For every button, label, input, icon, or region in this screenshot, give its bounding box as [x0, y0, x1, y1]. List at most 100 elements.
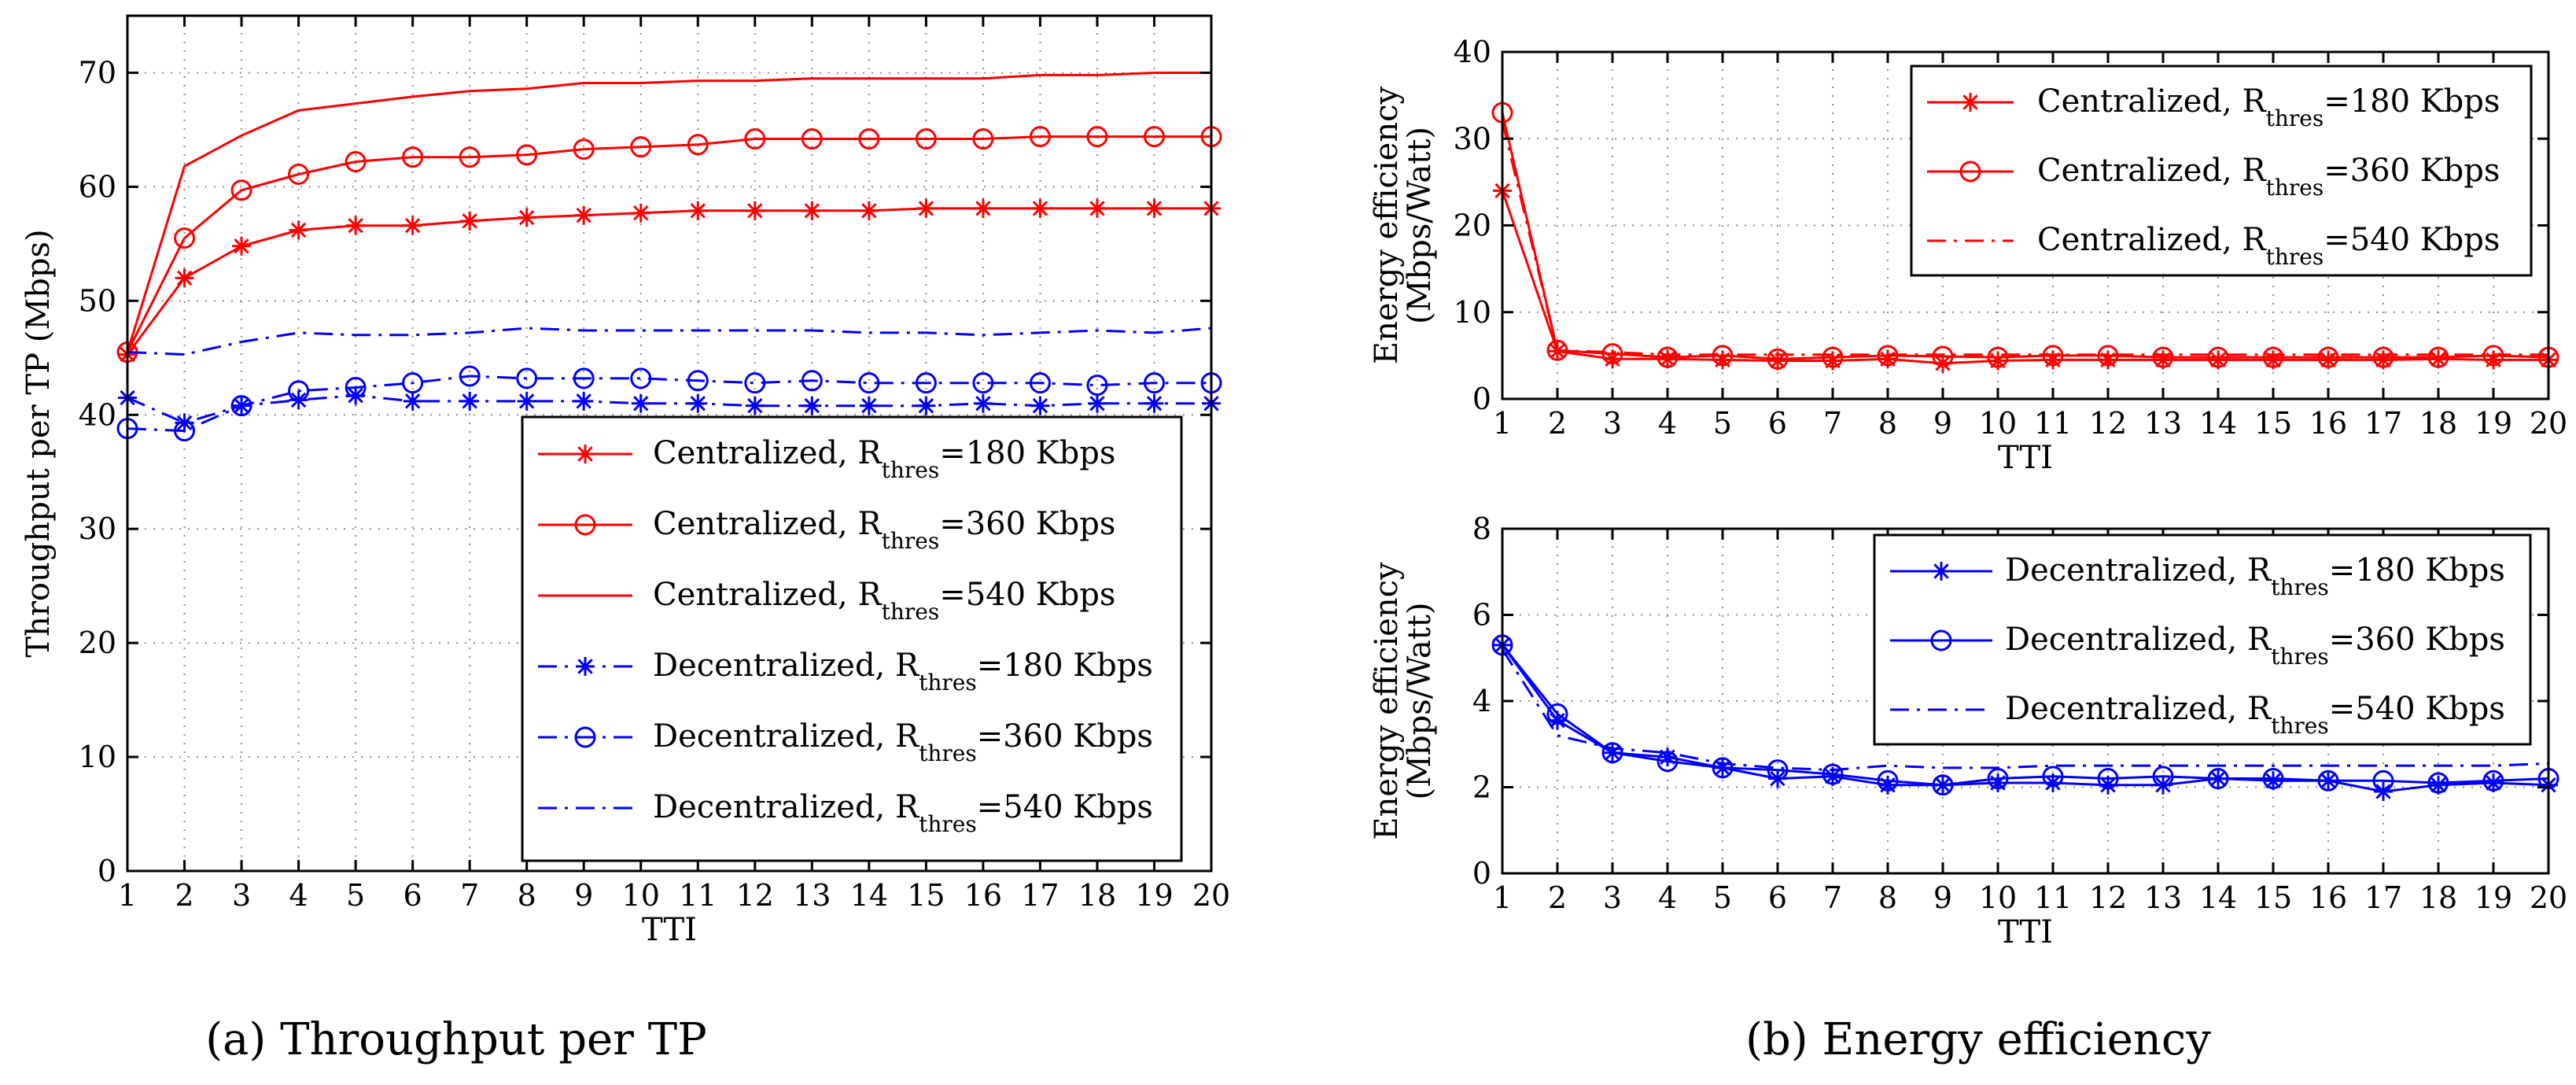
y-tick-label: 0	[1472, 382, 1491, 416]
data-point	[460, 391, 480, 411]
data-point	[517, 208, 536, 227]
throughput-series-5	[127, 327, 1212, 356]
x-tick-label: 14	[2199, 880, 2237, 915]
data-point	[1932, 345, 1954, 367]
x-tick-label: 5	[1713, 880, 1732, 915]
x-tick-label: 3	[1603, 406, 1622, 441]
legend-label: Decentralized, R	[653, 718, 920, 755]
x-tick-label: 4	[1658, 406, 1677, 441]
data-point	[175, 268, 194, 288]
data-point	[460, 211, 480, 231]
data-point	[2207, 346, 2229, 368]
x-tick-label: 18	[2419, 880, 2457, 915]
y-tick-label: 0	[1472, 856, 1491, 891]
data-point	[1878, 775, 1897, 795]
chart-ee-centralized: 1 2 3 4 5 6 7 8 9 10 11 12 13 14 15 16 17 18 19 20010203040…	[1369, 35, 2567, 476]
data-point	[1658, 349, 1677, 369]
data-point	[1144, 393, 1164, 413]
data-point	[2264, 350, 2283, 370]
y-tick-label: 0	[98, 854, 116, 888]
legend-suffix: =180 Kbps	[2329, 552, 2505, 589]
data-point	[1768, 351, 1787, 371]
data-point	[1601, 343, 1623, 365]
data-point	[687, 134, 709, 156]
throughput-series-2	[126, 72, 1211, 353]
legend-entry: Centralized, Rthres=360 Kbps	[2037, 153, 2500, 201]
ee_decentralized-series-2	[1501, 648, 2549, 772]
x-tick-label: 9	[1933, 880, 1952, 915]
series-line	[126, 72, 1211, 353]
data-point	[1030, 396, 1050, 415]
data-point	[1712, 757, 1734, 779]
x-tick-label: 8	[1878, 406, 1897, 441]
legend-subscript: thres	[919, 811, 977, 837]
data-point	[2317, 346, 2339, 368]
data-point	[2374, 781, 2393, 801]
legend-subscript: thres	[919, 740, 977, 766]
x-tick-label: 2	[1548, 406, 1567, 441]
y-tick-label: 40	[79, 397, 116, 432]
legend-subscript: thres	[2266, 244, 2324, 270]
y-tick-label: 30	[1454, 121, 1491, 156]
x-tick-label: 2	[1548, 880, 1567, 915]
x-tick-label: 10	[1979, 406, 2017, 441]
data-point	[289, 220, 308, 240]
data-point	[2262, 768, 2284, 790]
ee_decentralized-x-axis-label: TTI	[1998, 914, 2053, 950]
data-point	[459, 146, 481, 168]
y-tick-label: 10	[79, 740, 116, 774]
data-point	[1987, 768, 2009, 790]
data-point	[688, 201, 708, 220]
data-point	[744, 128, 766, 150]
x-tick-label: 18	[1078, 878, 1116, 913]
x-tick-label: 11	[2034, 880, 2072, 915]
data-point	[858, 128, 880, 150]
data-point	[972, 372, 994, 394]
y-axis-label-line: (Mbps/Watt)	[1402, 127, 1438, 324]
data-point	[1087, 393, 1107, 413]
y-tick-label: 30	[79, 511, 116, 546]
data-point	[630, 136, 652, 158]
x-tick-label: 16	[964, 878, 1002, 913]
legend-marker	[1959, 161, 1981, 183]
x-tick-label: 19	[1135, 878, 1173, 913]
data-point	[2209, 350, 2228, 370]
data-point	[2207, 768, 2229, 790]
data-point	[1657, 751, 1679, 773]
legend-subscript: thres	[882, 457, 940, 483]
legend-subscript: thres	[2271, 644, 2329, 670]
x-tick-label: 2	[175, 878, 193, 913]
legend-entry: Centralized, Rthres=540 Kbps	[653, 577, 1115, 625]
x-tick-label: 12	[2089, 406, 2127, 441]
legend-label: Decentralized, R	[653, 789, 920, 825]
data-point	[1932, 774, 1954, 796]
x-tick-label: 7	[1823, 406, 1842, 441]
throughput-series-1	[116, 126, 1222, 364]
legend-suffix: =360 Kbps	[2329, 622, 2505, 658]
data-point	[573, 138, 595, 161]
y-tick-label: 2	[1472, 770, 1491, 805]
throughput-series-0	[118, 198, 1221, 364]
data-point	[1987, 346, 2009, 368]
legend-box	[1910, 65, 2533, 277]
legend-entry: Centralized, Rthres=180 Kbps	[653, 435, 1115, 483]
x-tick-label: 14	[850, 878, 888, 913]
throughput-x-axis-label: TTI	[642, 912, 697, 948]
x-tick-label: 6	[404, 878, 422, 913]
throughput-plot-frame	[126, 14, 1213, 873]
throughput-y-axis-label: Throughput per TP (Mbps)	[20, 229, 57, 657]
chart-ee-decentralized: 1 2 3 4 5 6 7 8 9 10 11 12 13 14 15 16 17 18 19 2002468TTIE…	[1369, 511, 2567, 950]
y-tick-label: 40	[1454, 35, 1491, 69]
legend-entry: Decentralized, Rthres=360 Kbps	[2005, 622, 2505, 670]
data-point	[2484, 350, 2503, 370]
data-point	[2099, 775, 2117, 795]
x-tick-label: 15	[2254, 880, 2292, 915]
legend-entry: Decentralized, Rthres=360 Kbps	[653, 718, 1153, 766]
data-point	[915, 128, 937, 150]
data-point	[1144, 198, 1164, 218]
data-point	[1029, 372, 1051, 394]
legend-label: Centralized, R	[2037, 153, 2267, 189]
data-point	[2484, 773, 2503, 793]
data-point	[1657, 346, 1679, 368]
data-point	[2043, 773, 2062, 793]
